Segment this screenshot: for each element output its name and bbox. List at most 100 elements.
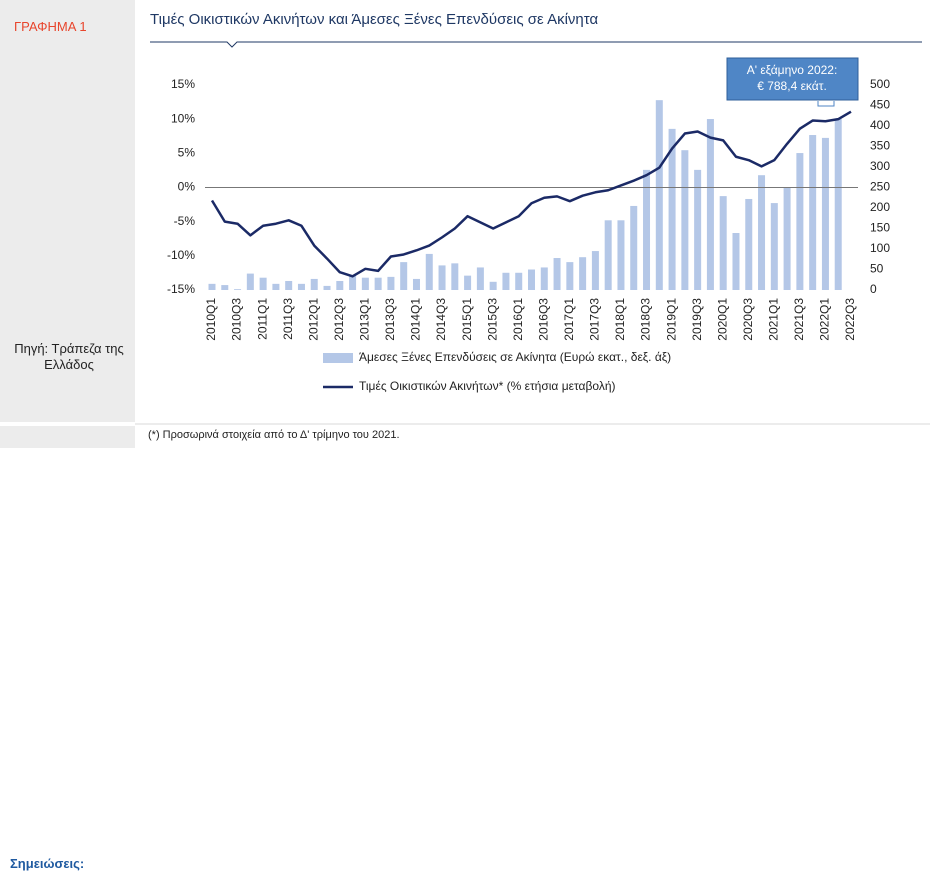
- bar: [272, 283, 280, 290]
- bar: [809, 135, 817, 290]
- y-tick-label: 0%: [178, 180, 196, 194]
- bar: [336, 280, 344, 290]
- bar: [681, 150, 689, 290]
- annotation-bracket: [817, 101, 835, 107]
- y2-tick-label: 350: [870, 139, 890, 153]
- bar: [425, 253, 433, 290]
- bar: [515, 272, 523, 290]
- bar: [566, 262, 574, 290]
- x-tick-label: 2013Q3: [383, 298, 397, 341]
- side-panel: ΓΡΑΦΗΜΑ 1 Πηγή: Τράπεζα της Ελλάδος: [0, 0, 135, 422]
- bar: [796, 153, 804, 290]
- bar: [400, 262, 408, 290]
- x-tick-label: 2016Q3: [536, 298, 550, 341]
- bar: [604, 220, 612, 290]
- x-tick-label: 2011Q3: [281, 298, 295, 340]
- bar: [476, 267, 484, 290]
- bar: [706, 119, 714, 290]
- bar: [643, 169, 651, 290]
- x-tick-label: 2017Q3: [588, 298, 602, 341]
- annotation-box: [726, 57, 859, 101]
- bar: [259, 277, 267, 290]
- y2-tick-label: 100: [870, 241, 890, 255]
- bar: [323, 285, 331, 290]
- x-tick-label: 2017Q1: [562, 298, 576, 341]
- y2-tick-label: 300: [870, 159, 890, 173]
- bar: [234, 289, 242, 290]
- x-tick-label: 2019Q1: [664, 298, 678, 341]
- bar: [489, 281, 497, 290]
- bar: [528, 269, 535, 290]
- chart: Τιμές Οικιστικών Ακινήτων και Άμεσες Ξέν…: [150, 11, 922, 393]
- bar: [502, 272, 510, 290]
- x-tick-label: 2011Q1: [255, 298, 269, 340]
- annotation-text: Α' εξάμηνο 2022:: [747, 63, 838, 77]
- bar: [668, 128, 676, 290]
- x-tick-label: 2019Q3: [690, 298, 704, 341]
- bar: [246, 273, 254, 290]
- y-tick-label: -15%: [167, 282, 195, 296]
- bar: [655, 100, 663, 290]
- bar: [821, 137, 829, 290]
- x-tick-label: 2012Q1: [306, 298, 320, 341]
- x-tick-label: 2013Q1: [358, 298, 372, 341]
- bar: [208, 283, 216, 290]
- annotation-text: € 788,4 εκάτ.: [757, 79, 827, 93]
- y2-tick-label: 0: [870, 282, 877, 296]
- y-tick-label: 5%: [178, 146, 196, 160]
- bar: [297, 283, 305, 290]
- y2-tick-label: 250: [870, 180, 890, 194]
- legend-label: Άμεσες Ξένες Επενδύσεις σε Ακίνητα (Ευρώ…: [359, 350, 671, 364]
- y-tick-label: -10%: [167, 248, 195, 262]
- x-tick-label: 2020Q1: [715, 298, 729, 341]
- chart-label: ΓΡΑΦΗΜΑ 1: [14, 19, 87, 34]
- note: (*) Προσωρινά στοιχεία από το Δ' τρίμηνο…: [148, 429, 400, 441]
- x-tick-label: 2021Q1: [766, 298, 780, 341]
- y-tick-label: 10%: [171, 111, 195, 125]
- y2-tick-label: 400: [870, 118, 890, 132]
- bar: [438, 265, 446, 290]
- bar: [540, 267, 548, 290]
- bar: [834, 119, 842, 290]
- title-rule: [150, 41, 922, 48]
- bar: [694, 169, 702, 290]
- bar: [221, 285, 229, 290]
- y2-tick-label: 200: [870, 200, 890, 214]
- bar: [310, 278, 318, 290]
- bar: [579, 257, 587, 290]
- bar: [374, 277, 382, 290]
- bar: [553, 258, 561, 290]
- y2-tick-label: 50: [870, 262, 884, 276]
- bar: [591, 251, 599, 290]
- bar: [745, 198, 753, 290]
- bar: [285, 280, 293, 290]
- bar: [783, 187, 791, 290]
- chart-title: Τιμές Οικιστικών Ακινήτων και Άμεσες Ξέν…: [150, 11, 598, 28]
- bar: [361, 277, 369, 290]
- bar: [732, 233, 740, 290]
- x-tick-label: 2022Q1: [818, 298, 832, 341]
- y2-tick-label: 150: [870, 221, 890, 235]
- y2-tick-label: 450: [870, 98, 890, 112]
- x-tick-label: 2015Q3: [485, 298, 499, 341]
- separator: [135, 423, 930, 425]
- bar: [349, 275, 357, 290]
- x-tick-label: 2014Q3: [434, 298, 448, 341]
- source: Πηγή: Τράπεζα της Ελλάδος: [14, 341, 124, 372]
- x-tick-label: 2022Q3: [843, 298, 857, 341]
- x-tick-label: 2020Q3: [741, 298, 755, 341]
- bar: [758, 175, 766, 290]
- x-tick-label: 2012Q3: [332, 298, 346, 341]
- side-panel-notes: Σημειώσεις:: [0, 426, 135, 871]
- x-tick-label: 2021Q3: [792, 298, 806, 341]
- x-tick-label: 2018Q1: [613, 298, 627, 341]
- x-tick-label: 2015Q1: [460, 298, 474, 341]
- notes-heading: Σημειώσεις:: [10, 856, 85, 871]
- y-tick-label: 15%: [171, 77, 195, 91]
- bar: [719, 196, 727, 290]
- bar: [451, 263, 459, 290]
- line: [210, 110, 852, 278]
- bar: [387, 276, 395, 290]
- x-tick-label: 2018Q3: [639, 298, 653, 341]
